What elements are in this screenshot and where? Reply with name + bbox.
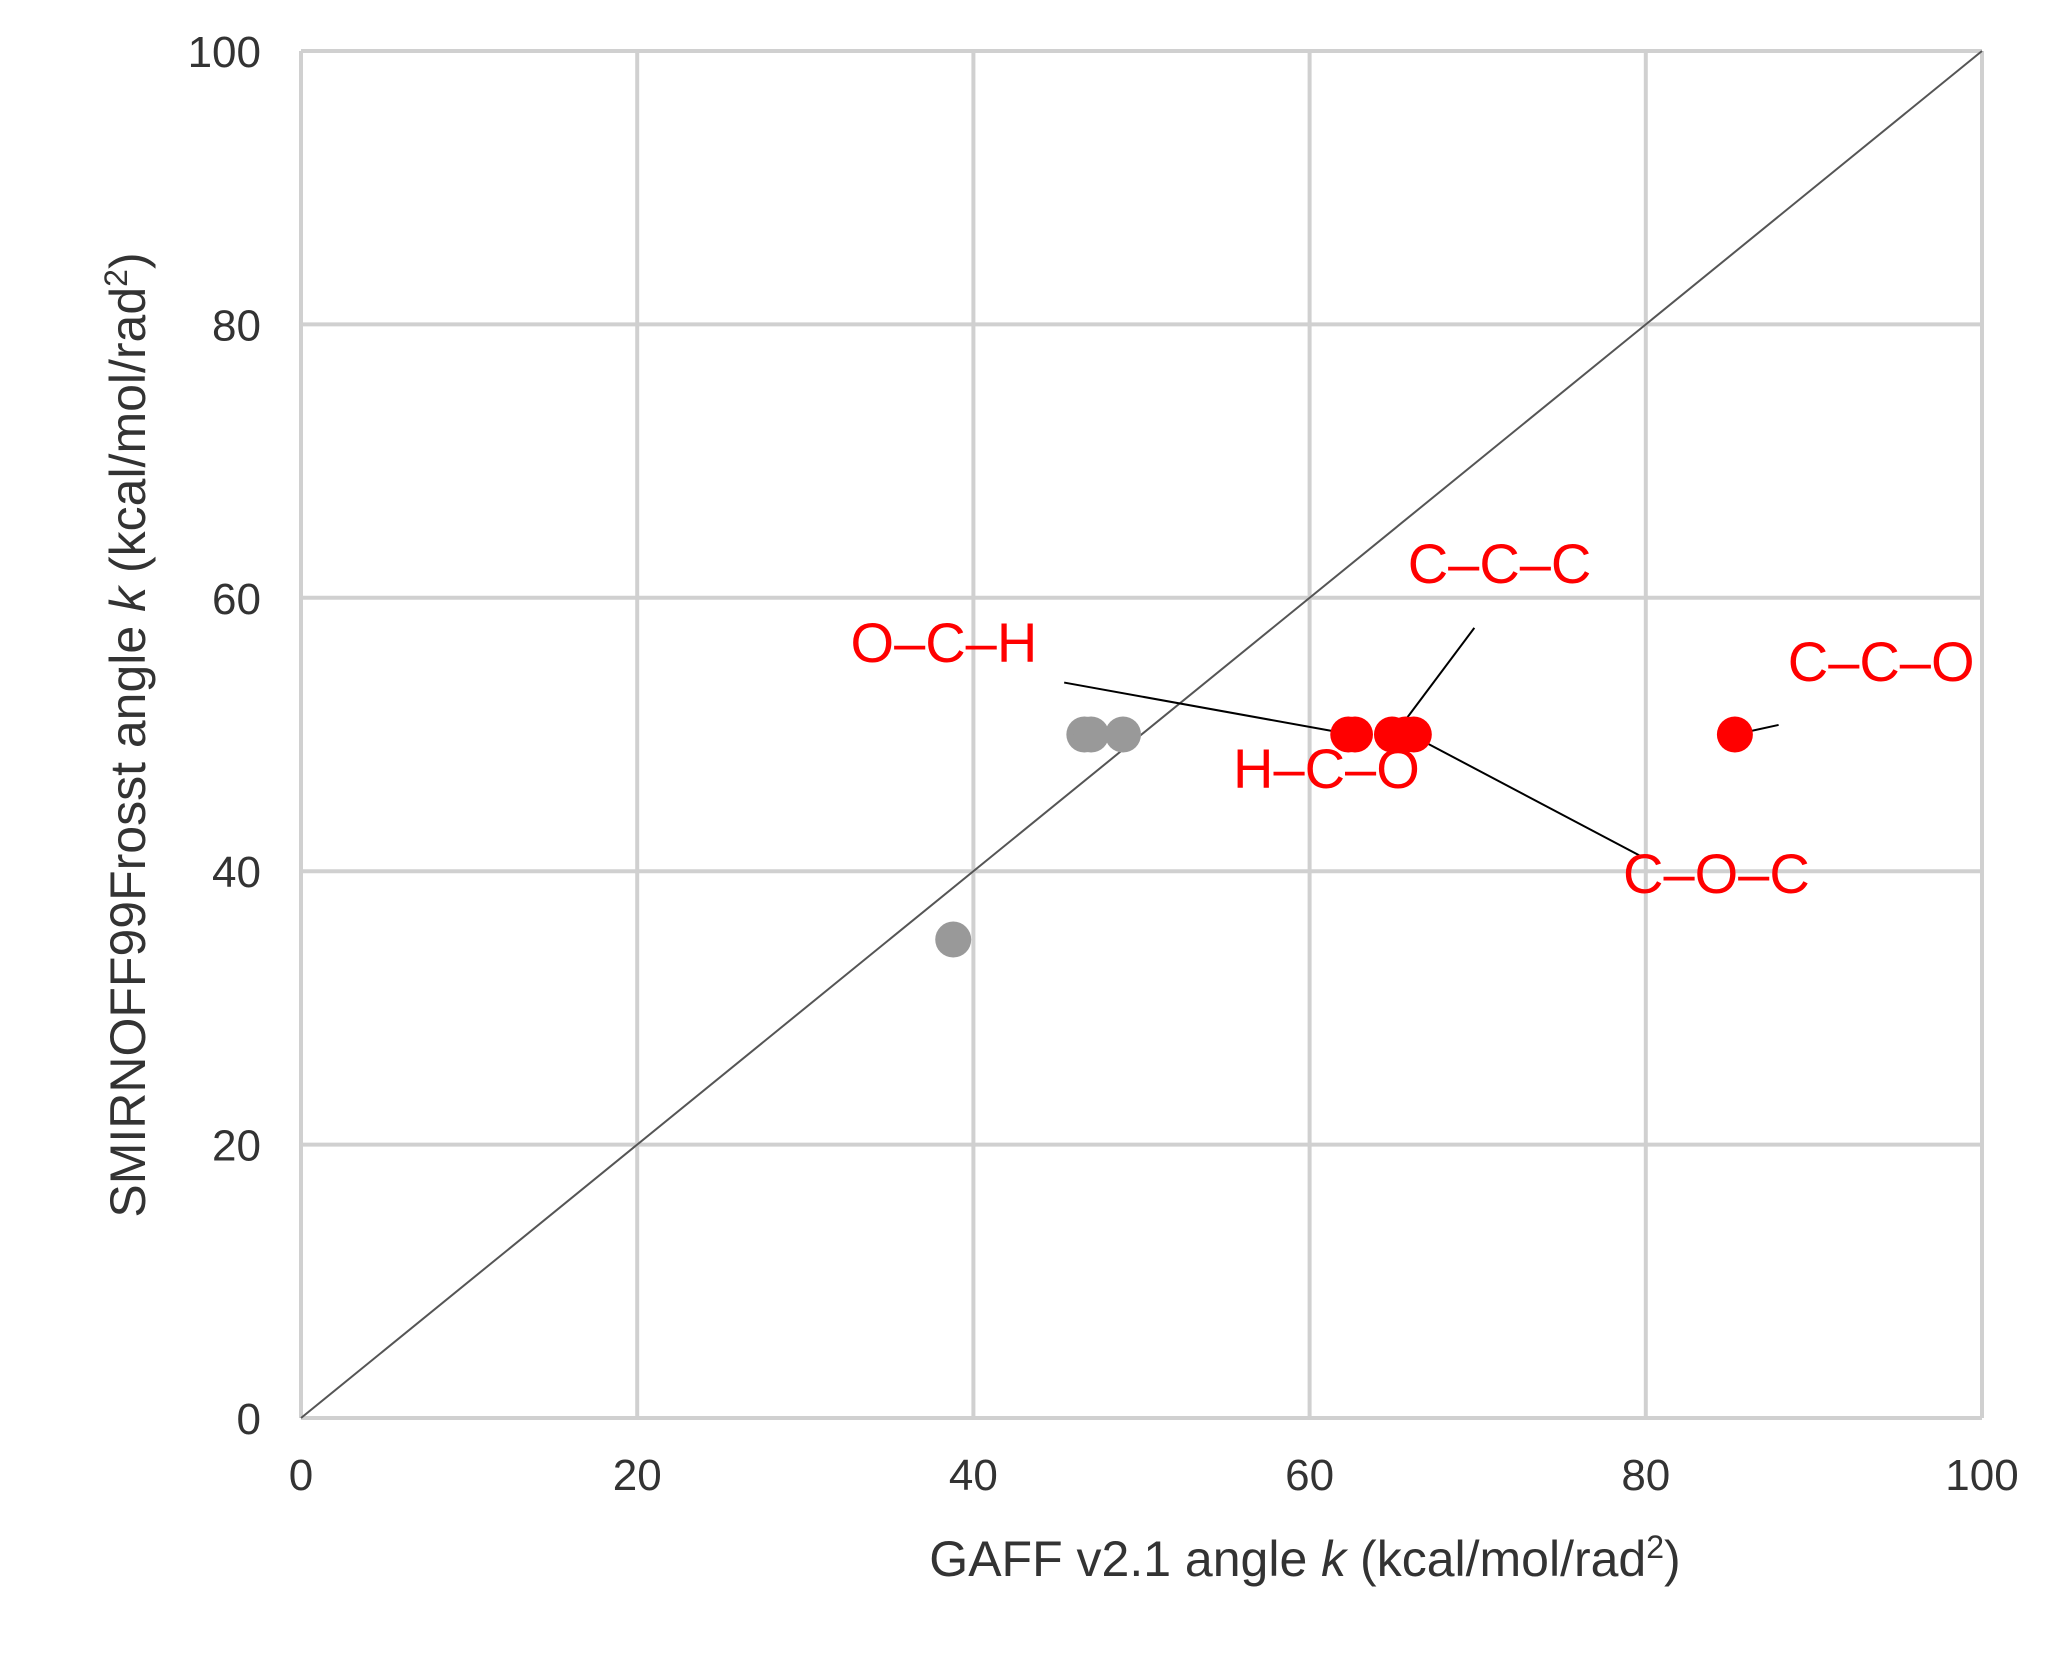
annotation-lines — [1063, 627, 1779, 858]
y-tick-label-60: 60 — [212, 575, 261, 624]
y-tick-label-80: 80 — [212, 301, 261, 350]
annotation-labels: O–C–H C–C–C H–C–O C–C–O C–O–C — [851, 532, 1975, 905]
grid — [299, 49, 1984, 1420]
annotation-label-1: C–C–C — [1408, 532, 1592, 595]
point-s1-4 — [1395, 716, 1432, 753]
annotation-label-2: H–C–O — [1233, 737, 1420, 800]
point-s0-2 — [1073, 716, 1110, 753]
x-tick-label-100: 100 — [1945, 1451, 2018, 1500]
x-tick-label-0: 0 — [289, 1451, 313, 1500]
point-s1-1 — [1336, 716, 1373, 753]
y-axis-label: SMIRNOFF99Frosst angle k (kcal/mol/rad2) — [98, 252, 156, 1217]
x-tick-label-60: 60 — [1285, 1451, 1334, 1500]
annotation-line-1 — [1397, 627, 1476, 730]
annotation-line-4 — [1409, 733, 1642, 858]
point-s0-0 — [935, 921, 972, 958]
annotation-label-4: C–O–C — [1623, 842, 1810, 905]
y-tick-label-0: 0 — [237, 1395, 261, 1444]
annotation-label-3: C–C–O — [1788, 630, 1975, 693]
identity-line — [300, 50, 1983, 1419]
reference-line-group — [300, 50, 1983, 1419]
annotation-label-0: O–C–H — [851, 611, 1038, 674]
data-points — [935, 716, 1753, 958]
y-tick-label-40: 40 — [212, 848, 261, 897]
x-tick-label-40: 40 — [949, 1451, 998, 1500]
x-tick-label-80: 80 — [1621, 1451, 1670, 1500]
y-tick-label-20: 20 — [212, 1122, 261, 1171]
annotation-line-0 — [1063, 681, 1352, 736]
tick-labels: 0 20 40 60 80 100 0 20 40 60 80 100 — [188, 28, 2019, 1500]
x-tick-label-20: 20 — [613, 1451, 662, 1500]
point-s1-5 — [1716, 716, 1753, 753]
x-axis-label: GAFF v2.1 angle k (kcal/mol/rad2) — [929, 1529, 1680, 1587]
y-tick-label-100: 100 — [188, 28, 261, 77]
point-s0-3 — [1105, 716, 1142, 753]
